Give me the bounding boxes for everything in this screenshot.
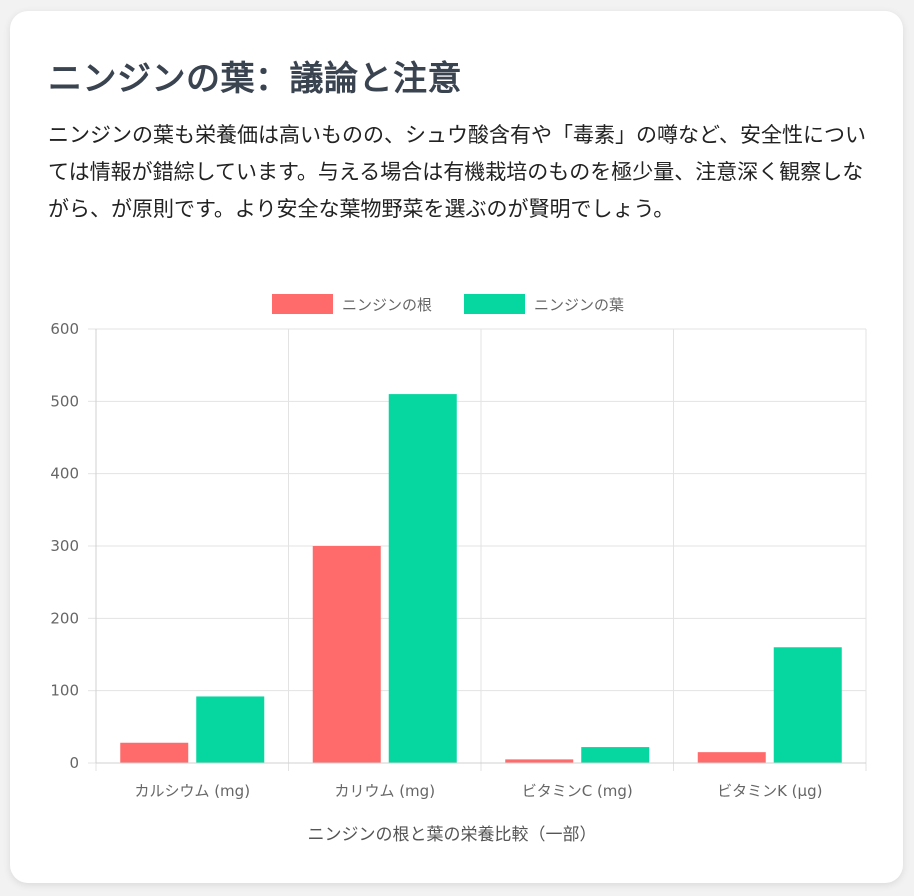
legend-label: ニンジンの葉 <box>534 296 624 314</box>
y-tick-label: 400 <box>50 465 79 483</box>
bar-root-1[interactable] <box>312 546 381 763</box>
legend-swatch <box>272 294 333 314</box>
chart-axes: 0 100 200 300 400 500 600 カルシウム (mg) カリウム (mg) ビタ… <box>50 320 866 800</box>
bar-root-0[interactable] <box>120 742 189 763</box>
chart-legend[interactable]: ニンジンの根 ニンジンの葉 <box>272 294 624 314</box>
bar-leaf-0[interactable] <box>196 696 265 763</box>
bar-leaf-1[interactable] <box>388 394 457 763</box>
bar-root-2[interactable] <box>505 759 574 763</box>
legend-item-leaf[interactable]: ニンジンの葉 <box>464 294 624 314</box>
chart-bars <box>120 394 842 763</box>
y-tick-label: 600 <box>50 320 79 338</box>
x-tick-label: ビタミンK (µg) <box>717 782 822 800</box>
x-tick-label: カリウム (mg) <box>334 782 435 800</box>
legend-swatch <box>464 294 525 314</box>
y-tick-label: 200 <box>50 609 79 627</box>
y-tick-label: 500 <box>50 392 79 410</box>
x-axis-title: ニンジンの根と葉の栄養比較（一部） <box>308 825 597 845</box>
legend-item-root[interactable]: ニンジンの根 <box>272 294 432 314</box>
description-text: ニンジンの葉も栄養価は高いものの、シュウ酸含有や「毒素」の噂など、安全性について… <box>48 123 866 221</box>
page-title: ニンジンの葉：議論と注意 <box>48 59 462 99</box>
y-tick-label: 100 <box>50 682 79 700</box>
x-tick-label: ビタミンC (mg) <box>522 782 633 800</box>
y-tick-label: 300 <box>50 537 79 555</box>
legend-label: ニンジンの根 <box>342 296 432 314</box>
bar-root-3[interactable] <box>697 752 766 763</box>
y-tick-label: 0 <box>69 754 79 772</box>
x-tick-label: カルシウム (mg) <box>134 782 250 800</box>
bar-leaf-2[interactable] <box>581 747 650 763</box>
bar-leaf-3[interactable] <box>773 647 842 763</box>
